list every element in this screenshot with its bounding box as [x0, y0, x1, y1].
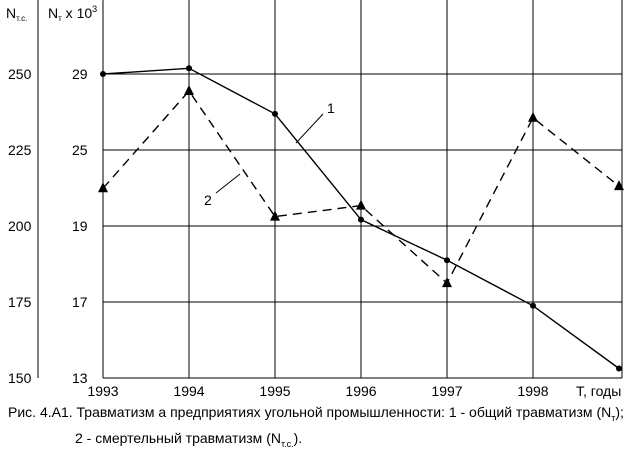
x-tick-label: 1996 — [345, 383, 376, 399]
figure-caption: Рис. 4.А1. Травматизм а предприятиях уго… — [8, 402, 638, 454]
left-axis-ticks: 250 225 200 175 150 — [8, 66, 32, 386]
x-tick-label: 1997 — [431, 383, 462, 399]
series-1-point — [272, 110, 278, 117]
series-2-point — [528, 111, 538, 122]
series-1-leader — [295, 113, 324, 144]
series-2-point — [614, 180, 624, 191]
left-tick-label: 200 — [8, 218, 32, 234]
right-axis-ticks: 29 25 19 17 13 — [72, 66, 88, 386]
x-tick-label: 1998 — [517, 383, 548, 399]
series-1-point — [100, 71, 106, 77]
x-tick-label: 1993 — [87, 383, 118, 399]
x-axis-title: T, годы — [576, 383, 621, 399]
left-axis-title: Nт.с. — [6, 5, 27, 23]
x-axis-ticks: 1993 1994 1995 1996 1997 1998 — [87, 383, 548, 399]
left-tick-label: 150 — [8, 370, 32, 386]
grid — [37, 0, 623, 379]
series-2-point — [442, 277, 452, 288]
series-1-point — [358, 216, 364, 223]
series-1-label: 1 — [327, 100, 335, 116]
caption-line-1: Рис. 4.А1. Травматизм а предприятиях уго… — [8, 404, 624, 423]
series-2-point — [270, 210, 280, 221]
series-2-point — [98, 182, 108, 193]
series-1-point — [186, 65, 192, 72]
series-2-point — [184, 85, 194, 96]
chart: Nт.с. Nт x 103 250 225 200 175 150 29 25 19 17 1… — [6, 0, 624, 399]
series-1-solid — [100, 65, 622, 372]
x-tick-label: 1995 — [259, 383, 290, 399]
caption-line-2: 2 - смертельный травматизм (Nт.с.). — [75, 429, 303, 449]
series-2-dashed — [98, 85, 624, 288]
right-tick-label: 29 — [72, 66, 88, 82]
right-tick-label: 17 — [72, 294, 88, 310]
series-1-point — [444, 257, 450, 264]
right-tick-label: 13 — [72, 370, 88, 386]
x-tick-label: 1994 — [173, 383, 204, 399]
series-2-label: 2 — [204, 192, 212, 208]
series-1-point — [530, 302, 536, 309]
left-tick-label: 175 — [8, 294, 32, 310]
right-axis-title: Nт x 103 — [48, 4, 97, 23]
series-2-point — [356, 199, 366, 210]
right-tick-label: 25 — [72, 142, 88, 158]
left-tick-label: 225 — [8, 142, 32, 158]
series-2-leader — [215, 173, 241, 194]
left-tick-label: 250 — [8, 66, 32, 82]
series-1-point — [616, 365, 622, 372]
series-labels: 12 — [204, 100, 335, 208]
right-tick-label: 19 — [72, 218, 88, 234]
